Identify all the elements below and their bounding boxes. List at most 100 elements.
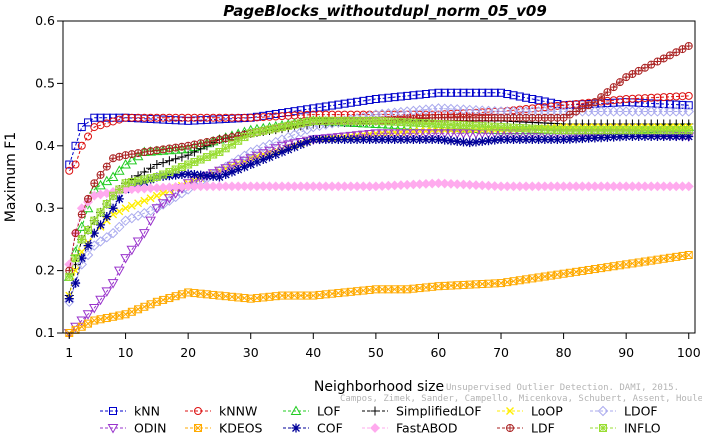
data-point-LDF [215,135,224,144]
data-point-LDF [221,134,230,143]
data-point-ODIN [358,130,369,141]
data-point-kNNW [559,101,568,110]
data-point-INFLO [278,123,287,132]
series-KDEOS [65,251,693,337]
legend-label: LDF [531,421,555,434]
data-point-COF [227,167,237,177]
data-point-kNNW [271,112,280,121]
data-point-LDOF [89,240,100,251]
data-point-kNNW [634,94,643,103]
legend-label: INFLO [624,421,661,434]
data-point-LOF [107,171,119,181]
data-point-kNNW [240,113,249,122]
data-point-COF [171,170,181,180]
data-point-COF [402,135,412,145]
data-point-COF [302,137,312,147]
data-point-INFLO [127,177,136,186]
data-point-LDF [90,179,99,188]
x-tick-label: 40 [305,345,321,360]
data-point-kNN [440,88,449,97]
data-point-LDF [653,57,662,66]
data-point-LOF [113,165,125,175]
data-point-LDF [647,60,656,69]
legend-label: LDOF [624,404,658,419]
data-point-ODIN [270,144,282,154]
data-point-LOF [76,221,88,231]
data-point-ODIN [433,129,444,139]
data-point-ODIN [138,229,150,239]
data-point-kNN [321,102,330,111]
x-tick-label: 80 [556,345,572,360]
data-point-kNN [390,93,399,102]
y-axis-label: Maximum F1 [3,132,19,222]
data-point-kNN [503,90,512,99]
data-point-COF [377,135,387,145]
data-point-COF [246,160,256,170]
data-point-ODIN [164,194,175,204]
data-point-LDF [584,101,593,110]
legend: kNN kNNW LOF SimplifiedLOF LoOP LDOF ODIN KDEOS… [100,404,661,434]
data-point-COF [371,135,381,145]
data-point-FastABOD [446,178,456,189]
data-point-INFLO [284,121,293,130]
data-point-ODIN [88,304,100,314]
data-point-kNNW [177,113,186,122]
data-point-COF [271,150,281,160]
data-point-LDF [202,138,211,147]
data-point-LDF [665,51,674,60]
legend-item-INFLO: INFLO [590,421,661,434]
data-point-INFLO [96,208,105,217]
data-point-LDF [165,144,174,153]
data-point-COF [671,131,681,141]
legend-label: FastABOD [396,421,458,434]
data-point-kNNW [678,92,687,101]
series-ODIN [63,129,695,339]
data-point-ODIN [395,129,407,139]
data-point-kNN [509,91,518,100]
data-point-LoOP [121,204,130,213]
data-point-ODIN [426,129,438,139]
data-point-ODIN [257,149,269,159]
data-point-kNNW [640,94,649,103]
data-point-kNNW [672,92,681,101]
data-point-SimplifiedLOF [183,150,193,160]
data-point-kNN [684,101,693,110]
y-tick-label: 0.1 [35,325,55,340]
data-point-ODIN [220,164,232,174]
data-point-ODIN [464,129,476,139]
data-point-COF [452,136,462,146]
series-INFLO [65,116,693,281]
data-point-COF [534,135,544,145]
data-point-ODIN [226,161,238,172]
data-point-LDOF [107,227,119,239]
data-point-ODIN [245,154,257,164]
x-tick-label: 20 [180,345,196,360]
data-point-LDF [672,48,681,57]
data-point-kNN [421,90,430,99]
x-tick-label: 1 [65,345,73,360]
data-point-LDF [609,83,618,92]
data-point-LDOF [114,221,125,233]
legend-item-LDF: LDF [497,421,555,434]
data-point-kNN [71,141,80,150]
data-point-COF [102,212,112,222]
legend-item-kNN: kNN [100,404,160,419]
data-point-ODIN [345,131,357,142]
data-point-LDOF [64,296,75,308]
data-point-LOF [170,144,181,154]
data-point-ODIN [458,129,469,139]
data-point-COF [315,135,325,145]
data-point-ODIN [420,129,432,139]
plot-series [63,41,695,339]
data-point-ODIN [401,129,413,139]
legend-item-COF: COF [283,421,343,434]
series-line-KDEOS [69,254,689,334]
data-point-kNN [409,91,418,100]
data-point-COF [677,131,687,141]
data-point-ODIN [376,129,388,139]
data-point-ODIN [214,166,225,177]
data-point-COF [189,170,199,180]
data-point-kNNW [190,113,199,122]
data-point-COF [509,135,519,145]
data-point-COF [515,135,525,145]
